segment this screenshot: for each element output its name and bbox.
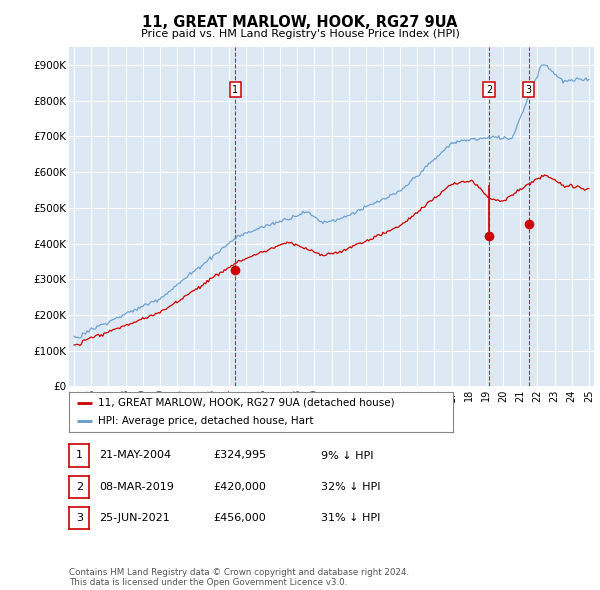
Text: 2: 2 <box>486 84 492 94</box>
Text: 31% ↓ HPI: 31% ↓ HPI <box>321 513 380 523</box>
Text: £420,000: £420,000 <box>213 482 266 491</box>
Text: £456,000: £456,000 <box>213 513 266 523</box>
Text: 3: 3 <box>76 513 83 523</box>
Text: 1: 1 <box>76 451 83 460</box>
Text: 2: 2 <box>76 482 83 491</box>
Text: 32% ↓ HPI: 32% ↓ HPI <box>321 482 380 491</box>
Text: 1: 1 <box>232 84 238 94</box>
Text: Contains HM Land Registry data © Crown copyright and database right 2024.
This d: Contains HM Land Registry data © Crown c… <box>69 568 409 587</box>
Text: 21-MAY-2004: 21-MAY-2004 <box>99 451 171 460</box>
Text: 25-JUN-2021: 25-JUN-2021 <box>99 513 170 523</box>
Text: £324,995: £324,995 <box>213 451 266 460</box>
Text: 08-MAR-2019: 08-MAR-2019 <box>99 482 174 491</box>
Text: 11, GREAT MARLOW, HOOK, RG27 9UA: 11, GREAT MARLOW, HOOK, RG27 9UA <box>142 15 458 30</box>
Text: HPI: Average price, detached house, Hart: HPI: Average price, detached house, Hart <box>98 416 313 426</box>
Text: Price paid vs. HM Land Registry's House Price Index (HPI): Price paid vs. HM Land Registry's House … <box>140 29 460 38</box>
Text: 11, GREAT MARLOW, HOOK, RG27 9UA (detached house): 11, GREAT MARLOW, HOOK, RG27 9UA (detach… <box>98 398 394 408</box>
Text: 3: 3 <box>526 84 532 94</box>
Text: 9% ↓ HPI: 9% ↓ HPI <box>321 451 373 460</box>
